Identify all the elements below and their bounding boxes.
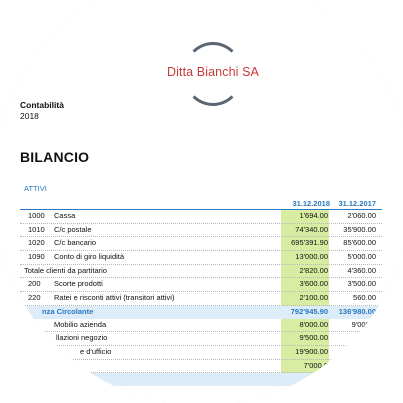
account-description: Mobilio azienda [54,319,107,329]
column-header-2018: 31.12.2018 [292,199,330,208]
table-row: e d'ufficio 19'900.00 2 [20,346,382,360]
table-row: 1090 Conto di giro liquidità 13'000.00 5… [20,251,382,265]
account-description: llazioni negozio [56,333,108,343]
logo-arc-top [184,42,242,100]
value-2018: 1'694.00 [299,211,328,220]
value-2017: 560.00 [353,293,376,303]
value-2018: 2'820.00 [299,265,328,275]
subtotal-row: nza Circolante 792'945.90 136'980.00 [20,305,382,319]
value-2018: 19'900.00 [295,346,328,356]
year-label: 2018 [20,111,39,121]
balance-table: 1000 Cassa 1'694.00 2'060.00 1010 C/c po… [20,210,382,386]
subtotal-label: nza Circolante [42,306,94,316]
table-row: 1020 C/c bancario 695'391.90 85'600.00 [20,237,382,252]
value-2017: 2'060.00 [347,211,376,220]
account-code: 220 [28,293,41,303]
table-row: 1010 C/c postale 74'340.00 35'900.00 [20,224,382,238]
logo-arc-bottom [184,48,242,106]
page-title: BILANCIO [20,149,90,165]
account-description: C/c bancario [54,238,97,248]
value-2018: 2'100.00 [299,293,328,303]
value-2017: 12'50 [357,333,376,343]
value-2017: 2 [371,346,376,356]
value-2018: 792'945.90 [290,306,328,316]
company-logo: Ditta Bianchi SA [158,42,268,106]
value-2017: 4'360.00 [347,265,376,275]
value-2018: 74'340.00 [295,224,328,234]
value-2018: 695'391.90 [291,238,328,248]
account-code: 1000 [28,211,45,220]
department-label: Contabilità [20,100,64,110]
account-description: C/c postale [54,224,92,234]
account-code: 1020 [28,238,45,248]
value-2018: 3'600.00 [299,279,328,289]
value-2017: 136'980.00 [338,306,376,316]
logo-company-name: Ditta Bianchi SA [167,65,259,79]
column-header-2017: 31.12.2017 [338,199,376,208]
value-2017: 9'000.0 [351,319,376,329]
table-row: 220 Ratei e risconti attivi (transitori … [20,292,382,306]
value-2017: 5'000.00 [347,252,376,262]
account-code: 1010 [28,224,45,234]
subtotal-row: 44' [20,373,382,386]
value-2018: 44' [317,374,328,384]
account-description: Conto di giro liquidità [54,252,125,262]
account-code: 1090 [28,252,45,262]
value-2018: 8'000.00 [299,319,328,329]
table-row: 7'000.0 [20,360,382,374]
account-description: e d'ufficio [80,346,112,356]
table-row: 200 Scorte prodotti 3'600.00 3'500.00 [20,278,382,293]
value-2017: 85'600.00 [343,238,376,248]
value-2018: 7'000.0 [303,360,328,370]
current-year-column-highlight [281,210,329,380]
table-row: llazioni negozio 9'500.00 12'50 [20,332,382,346]
account-description: Scorte prodotti [54,279,103,289]
account-description: Totale clienti da partitario [24,265,107,275]
report-header: Contabilità 2018 [20,100,64,122]
table-row: 1000 Cassa 1'694.00 2'060.00 [20,210,382,224]
value-2018: 9'500.00 [299,333,328,343]
table-row: Mobilio azienda 8'000.00 9'000.0 [20,319,382,333]
value-2017: 3'500.00 [347,279,376,289]
value-2017: 35'900.00 [343,224,376,234]
value-2018: 13'000.00 [295,252,328,262]
header-rule [20,209,382,210]
table-row: Totale clienti da partitario 2'820.00 4'… [20,265,382,279]
account-description: Ratei e risconti attivi (transitori atti… [54,293,175,303]
account-code: 200 [28,279,41,289]
section-heading: ATTIVI [24,184,47,193]
account-description: Cassa [54,211,76,220]
